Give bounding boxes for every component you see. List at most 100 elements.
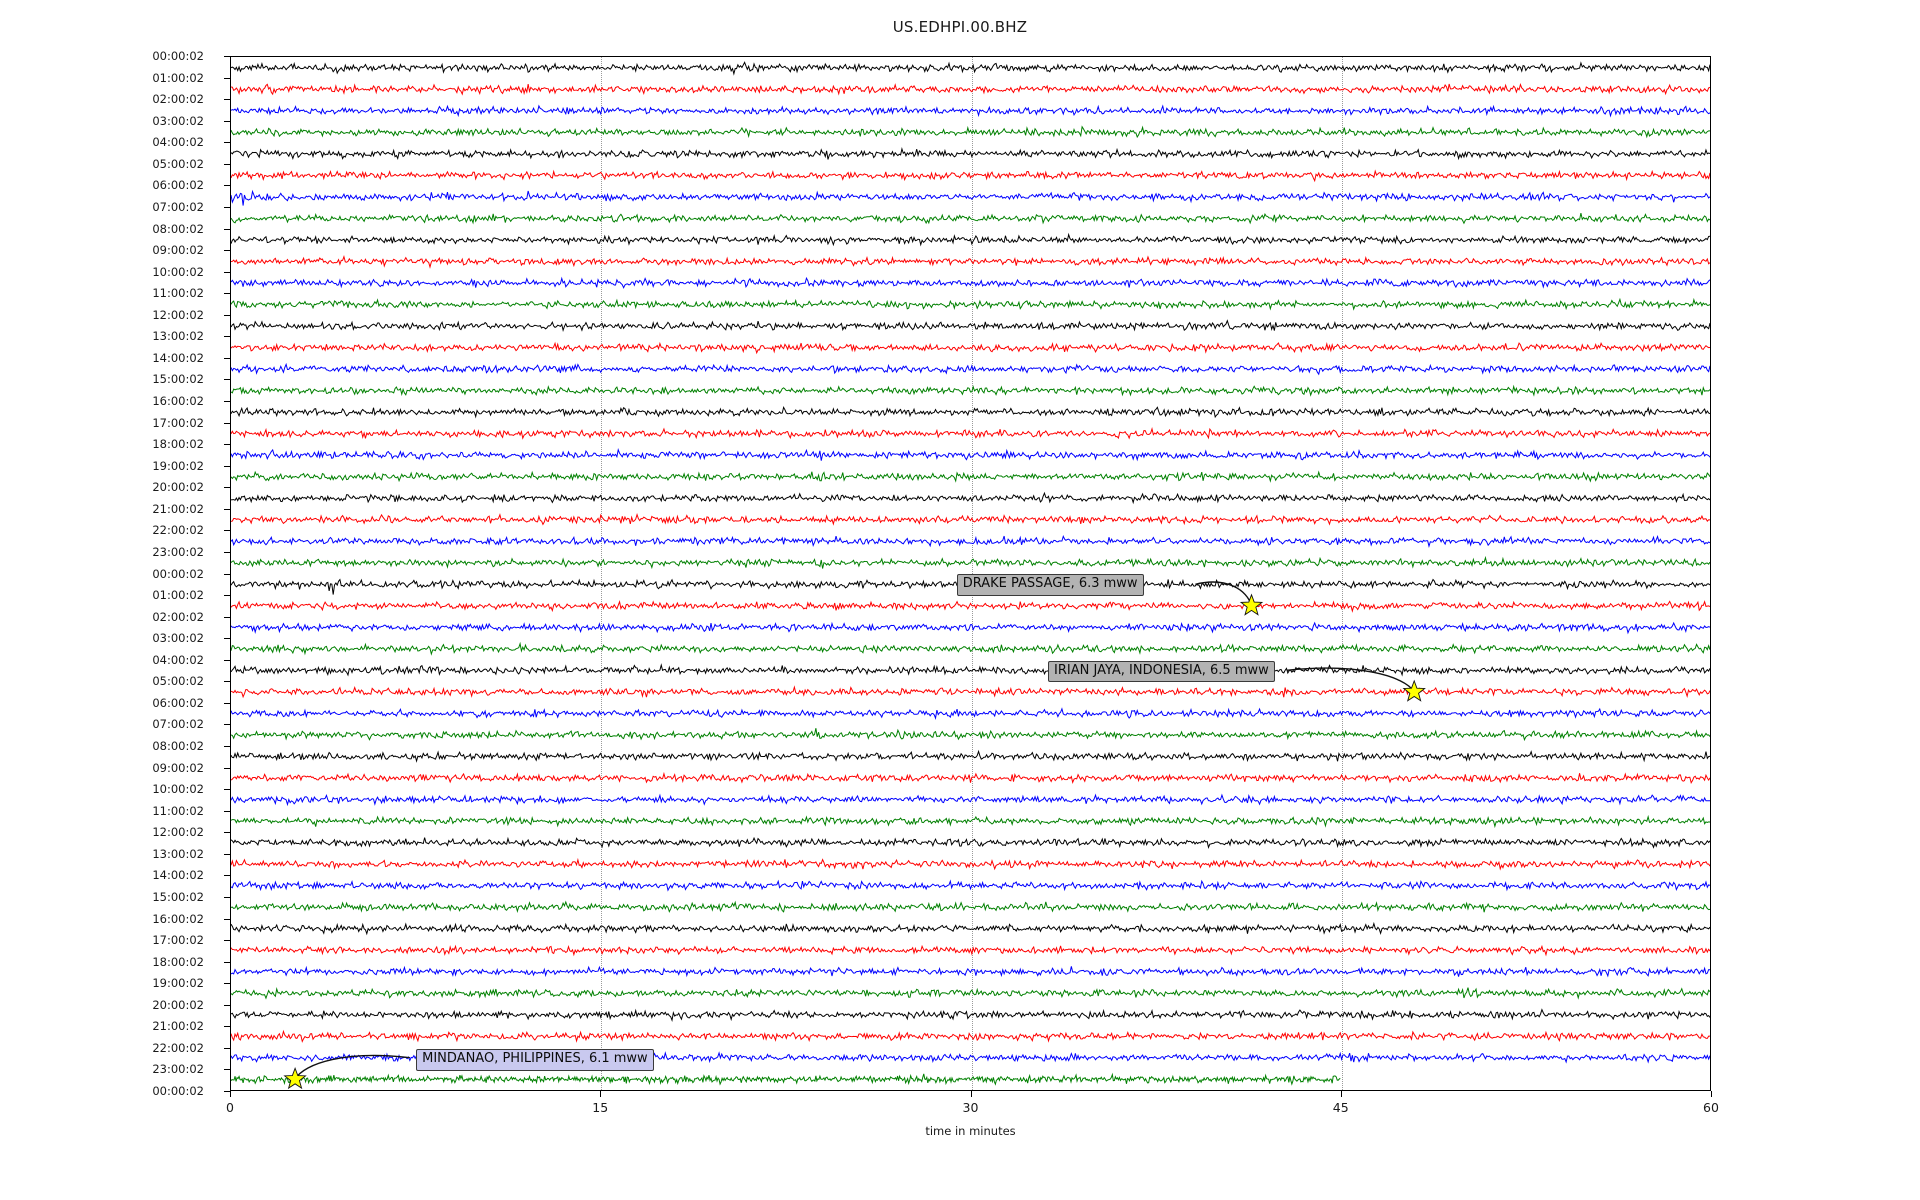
x-axis-tick-mark xyxy=(1711,1091,1712,1097)
event-star-marker[interactable] xyxy=(1239,593,1264,616)
seismic-trace-row xyxy=(231,297,1710,311)
seismic-trace-row xyxy=(231,857,1710,871)
seismic-trace-row xyxy=(231,254,1710,269)
seismic-trace-row xyxy=(231,341,1710,355)
y-axis-tick-mark xyxy=(224,401,230,402)
seismic-trace-row xyxy=(231,212,1710,225)
event-annotation-label[interactable]: MINDANAO, PHILIPPINES, 6.1 mww xyxy=(416,1048,654,1071)
seismic-trace-row xyxy=(231,900,1710,913)
y-axis-tick-label: 00:00:02 xyxy=(152,49,204,63)
y-axis-tick-mark xyxy=(224,314,230,316)
annotation-leader-line xyxy=(294,1054,410,1080)
vertical-gridline xyxy=(601,57,603,1090)
y-axis-tick-mark xyxy=(224,659,230,661)
y-axis-tick-mark xyxy=(224,1047,230,1049)
y-axis-tick-mark xyxy=(224,1091,230,1092)
y-axis-tick-mark xyxy=(224,99,230,101)
y-axis-tick-label: 02:00:02 xyxy=(152,609,204,624)
seismic-trace-row xyxy=(231,814,1710,829)
seismic-trace-row xyxy=(231,641,1710,656)
y-axis-tick-label: 02:00:02 xyxy=(152,92,204,107)
y-axis-tick-label: 09:00:02 xyxy=(152,243,204,258)
y-axis-tick-mark xyxy=(224,638,230,640)
seismic-trace-row xyxy=(231,405,1710,419)
y-axis-tick-label: 11:00:02 xyxy=(152,286,204,301)
seismic-trace-row xyxy=(231,1029,1710,1043)
x-axis-tick-mark xyxy=(970,1091,972,1097)
y-axis-tick-mark xyxy=(224,616,230,618)
event-annotation-label[interactable]: DRAKE PASSAGE, 6.3 mww xyxy=(956,574,1144,597)
y-axis-tick-mark xyxy=(224,1069,230,1071)
x-axis-tick-label: 60 xyxy=(1703,1100,1719,1115)
helicorder-plot-area[interactable]: DRAKE PASSAGE, 6.3 mww IRIAN JAYA, INDONE… xyxy=(230,56,1711,1091)
seismic-trace-row xyxy=(231,146,1710,161)
y-axis-tick-label: 15:00:02 xyxy=(152,889,204,904)
y-axis-tick-label: 16:00:02 xyxy=(152,911,204,926)
y-axis-tick-mark xyxy=(224,228,230,230)
y-axis-tick-mark xyxy=(224,724,230,726)
x-axis-label: time in minutes xyxy=(925,1124,1016,1138)
seismic-trace-row xyxy=(231,535,1710,549)
event-star-marker[interactable] xyxy=(1402,679,1426,702)
y-axis-tick-mark xyxy=(224,918,230,920)
y-axis-tick-label: 04:00:02 xyxy=(152,135,204,150)
y-axis-tick-label: 19:00:02 xyxy=(152,458,204,473)
annotation-leader-line xyxy=(1286,667,1415,693)
y-axis-tick-mark xyxy=(224,853,230,855)
y-axis-tick-label: 19:00:02 xyxy=(152,976,204,991)
y-axis-tick-mark xyxy=(224,508,230,510)
seismic-trace-row xyxy=(231,189,1710,206)
event-star-marker[interactable] xyxy=(283,1066,307,1090)
y-axis-tick-label: 03:00:02 xyxy=(152,113,204,128)
page-title: US.EDHPI.00.BHZ xyxy=(892,18,1028,36)
seismic-trace-row xyxy=(231,965,1710,978)
y-axis-tick-mark xyxy=(224,77,230,79)
y-axis-tick-mark xyxy=(224,810,230,812)
seismic-trace-row xyxy=(231,276,1710,289)
seismic-trace-row xyxy=(231,362,1710,376)
x-axis-tick-label: 0 xyxy=(226,1100,234,1115)
y-axis-tick-mark xyxy=(224,336,230,338)
seismic-trace-row xyxy=(231,82,1710,96)
y-axis-tick-mark xyxy=(224,530,230,532)
y-axis-tick-mark xyxy=(224,422,230,424)
event-annotation-label[interactable]: IRIAN JAYA, INDONESIA, 6.5 mww xyxy=(1048,660,1275,683)
y-axis-tick-label: 07:00:02 xyxy=(152,199,204,214)
y-axis-tick-mark xyxy=(224,120,230,122)
y-axis-tick-mark xyxy=(224,1026,230,1028)
seismic-trace-layer xyxy=(231,61,1710,1090)
y-axis-tick-mark xyxy=(224,832,230,834)
seismic-trace-row xyxy=(231,879,1710,892)
y-axis-tick-label: 21:00:02 xyxy=(152,501,204,516)
y-axis-tick-mark xyxy=(224,56,230,57)
y-axis-tick-mark xyxy=(224,379,230,381)
y-axis-tick-label: 07:00:02 xyxy=(152,717,204,732)
y-axis-tick-label: 01:00:02 xyxy=(152,70,204,85)
seismic-trace-row xyxy=(231,384,1710,397)
x-axis-tick-label: 45 xyxy=(1332,1100,1349,1115)
y-axis-tick-mark xyxy=(224,206,230,208)
y-axis-tick-label: 10:00:02 xyxy=(152,264,204,279)
seismic-trace-row xyxy=(231,232,1710,247)
y-axis-tick-mark xyxy=(224,681,230,683)
y-axis-tick-label: 01:00:02 xyxy=(152,588,204,603)
seismic-trace-row xyxy=(231,599,1710,613)
y-axis-tick-mark xyxy=(224,271,230,273)
y-axis-tick-label: 17:00:02 xyxy=(152,415,204,430)
y-axis-tick-label: 09:00:02 xyxy=(152,760,204,775)
y-axis-tick-label: 08:00:02 xyxy=(152,739,204,753)
y-axis-tick-label: 00:00:02 xyxy=(152,1084,204,1098)
y-axis-tick-mark xyxy=(224,293,230,295)
y-axis-tick-mark xyxy=(224,1004,230,1006)
seismic-trace-row xyxy=(231,707,1710,720)
y-axis-tick-label: 13:00:02 xyxy=(152,329,204,344)
seismic-trace-row xyxy=(231,125,1710,139)
event-annotation-layer: DRAKE PASSAGE, 6.3 mww IRIAN JAYA, INDONE… xyxy=(231,57,1710,1090)
seismic-trace-row xyxy=(231,836,1710,849)
seismic-trace-row xyxy=(231,448,1710,462)
seismic-trace-row xyxy=(231,987,1710,1000)
y-axis-tick-label: 18:00:02 xyxy=(152,954,204,969)
seismic-trace-row xyxy=(231,944,1710,957)
x-axis-tick-mark xyxy=(230,1091,231,1097)
